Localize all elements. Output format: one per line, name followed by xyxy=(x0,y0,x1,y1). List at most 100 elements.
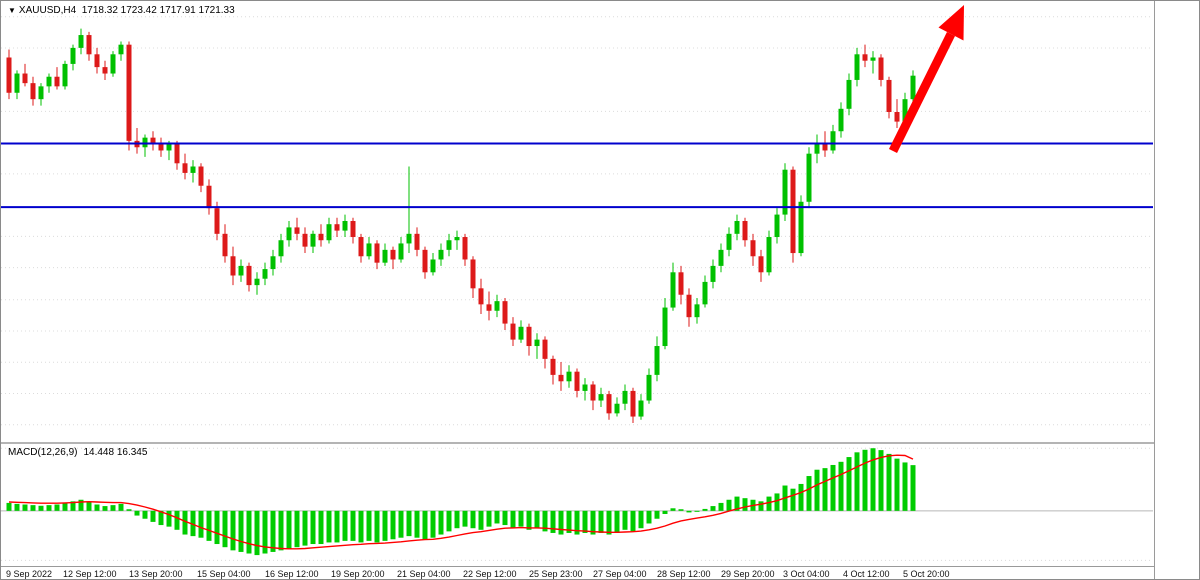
candle-body xyxy=(126,44,132,141)
macd-histogram-bar xyxy=(742,498,748,511)
candle-body xyxy=(382,249,388,263)
macd-histogram-bar xyxy=(774,493,780,511)
macd-histogram-bar xyxy=(614,510,620,533)
macd-histogram-bar xyxy=(374,510,380,543)
candle-body xyxy=(190,166,196,173)
macd-indicator-chart[interactable] xyxy=(1,444,1154,566)
candle-body xyxy=(542,339,548,359)
candle-body xyxy=(806,153,812,202)
candle-body xyxy=(238,265,244,276)
candle-body xyxy=(398,243,404,260)
macd-histogram-bar xyxy=(550,510,556,533)
candle-body xyxy=(598,394,604,401)
time-label: 9 Sep 2022 xyxy=(6,569,53,579)
candle-body xyxy=(206,185,212,209)
candle-body xyxy=(214,208,220,234)
candle-body xyxy=(270,256,276,270)
macd-histogram-bar xyxy=(470,510,476,529)
macd-histogram-bar xyxy=(894,458,900,511)
candle-body xyxy=(734,221,740,234)
candle-body xyxy=(686,294,692,318)
candle-body xyxy=(478,288,484,305)
candle-body xyxy=(550,358,556,375)
macd-histogram-bar xyxy=(54,504,60,511)
candle-body xyxy=(454,237,460,241)
candle-body xyxy=(94,54,100,68)
macd-histogram-bar xyxy=(86,501,92,511)
macd-histogram-bar xyxy=(334,510,340,543)
macd-histogram-bar xyxy=(870,448,876,511)
macd-histogram-bar xyxy=(254,510,260,556)
macd-histogram-bar xyxy=(46,505,52,511)
macd-histogram-bar xyxy=(406,510,412,537)
macd-histogram-bar xyxy=(862,449,868,511)
macd-histogram-bar xyxy=(190,510,196,537)
price-chart[interactable] xyxy=(1,1,1154,442)
macd-histogram-bar xyxy=(630,510,636,532)
macd-histogram-bar xyxy=(62,503,68,511)
time-axis[interactable] xyxy=(1,566,1154,579)
macd-histogram-bar xyxy=(158,510,164,526)
candle-body xyxy=(774,214,780,238)
candle-body xyxy=(262,269,268,279)
candle-body xyxy=(574,371,580,391)
macd-histogram-bar xyxy=(590,510,596,535)
candle-body xyxy=(758,256,764,273)
macd-histogram-bar xyxy=(542,510,548,532)
candle-body xyxy=(374,243,380,263)
macd-histogram-bar xyxy=(422,510,428,540)
macd-histogram-bar xyxy=(726,499,732,511)
macd-histogram-bar xyxy=(166,510,172,527)
macd-histogram-bar xyxy=(558,510,564,535)
macd-histogram-bar xyxy=(462,510,468,527)
macd-histogram-bar xyxy=(94,504,100,511)
macd-histogram-bar xyxy=(574,510,580,535)
macd-histogram-bar xyxy=(678,509,684,511)
time-label: 13 Sep 20:00 xyxy=(129,569,183,579)
macd-histogram-bar xyxy=(30,505,36,511)
macd-histogram-bar xyxy=(718,502,724,511)
chevron-down-icon[interactable]: ▼ xyxy=(8,6,16,15)
macd-histogram-bar xyxy=(438,510,444,535)
macd-histogram-bar xyxy=(246,510,252,554)
macd-histogram-bar xyxy=(286,510,292,549)
macd-histogram-bar xyxy=(150,510,156,522)
candle-body xyxy=(350,221,356,238)
macd-histogram-bar xyxy=(822,468,828,511)
time-label: 28 Sep 12:00 xyxy=(657,569,711,579)
macd-histogram-bar xyxy=(710,506,716,511)
candle-body xyxy=(390,249,396,260)
candle-body xyxy=(654,346,660,375)
macd-histogram-bar xyxy=(534,510,540,529)
candle-body xyxy=(182,163,188,173)
trend-arrow-annotation[interactable] xyxy=(888,5,964,153)
macd-name: MACD(12,26,9) xyxy=(8,447,78,458)
time-label: 4 Oct 12:00 xyxy=(843,569,890,579)
macd-histogram-bar xyxy=(566,510,572,533)
candle-body xyxy=(534,339,540,347)
macd-histogram-bar xyxy=(846,457,852,511)
trend-arrow-shaft xyxy=(888,32,956,153)
candle-body xyxy=(910,75,916,100)
time-label: 22 Sep 12:00 xyxy=(463,569,517,579)
macd-histogram-bar xyxy=(654,510,660,519)
price-axis[interactable]: 1739.701729.951710.201690.701671.201661.… xyxy=(1154,1,1199,579)
candle-body xyxy=(294,227,300,234)
panel-separator[interactable] xyxy=(1,442,1154,444)
candle-body xyxy=(614,403,620,414)
candle-body xyxy=(46,76,52,87)
candle-body xyxy=(870,57,876,61)
candle-body xyxy=(678,272,684,295)
symbol-name: XAUUSD,H4 xyxy=(18,5,77,16)
macd-histogram-bar xyxy=(14,503,20,511)
candle-body xyxy=(6,57,12,93)
candle-body xyxy=(718,249,724,266)
candle-body xyxy=(110,54,116,74)
symbol-info[interactable]: ▼ XAUUSD,H4 1718.32 1723.42 1717.91 1721.… xyxy=(8,5,235,16)
candle-body xyxy=(246,265,252,286)
candle-body xyxy=(62,63,68,87)
macd-histogram-bar xyxy=(446,510,452,532)
macd-histogram-bar xyxy=(414,510,420,538)
macd-histogram-bar xyxy=(302,510,308,546)
